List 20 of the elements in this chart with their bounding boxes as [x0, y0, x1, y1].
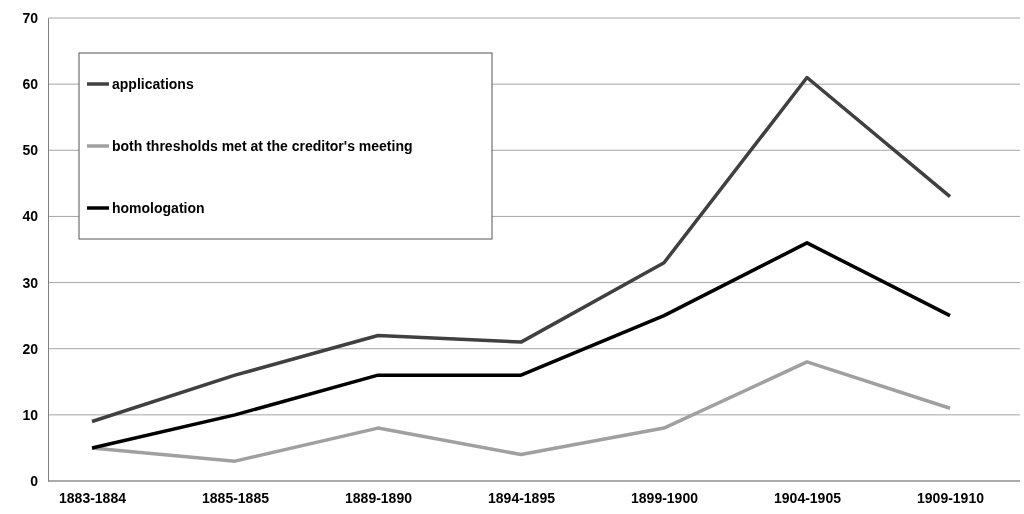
x-tick-label: 1894-1895 — [488, 489, 556, 506]
line-series — [90, 241, 952, 450]
line-series — [90, 75, 952, 424]
y-tick-label: 60 — [22, 76, 39, 93]
legend-label: applications — [112, 76, 194, 92]
x-tick-label: 1885-1885 — [202, 489, 270, 506]
x-tick-label: 1904-1905 — [774, 489, 842, 506]
x-tick-label: 1909-1910 — [917, 489, 985, 506]
legend-label: homologation — [112, 200, 205, 216]
y-tick-label: 10 — [22, 406, 39, 423]
y-tick-label: 20 — [22, 340, 39, 357]
y-tick-label: 30 — [22, 274, 39, 291]
y-tick-label: 0 — [30, 472, 39, 489]
x-tick-label: 1889-1890 — [345, 489, 413, 506]
legend-label: both thresholds met at the creditor's meeting — [112, 138, 413, 154]
x-tick-label: 1883-1884 — [59, 489, 127, 506]
x-tick-label: 1899-1900 — [631, 489, 699, 506]
y-tick-label: 50 — [22, 142, 39, 159]
y-tick-label: 40 — [22, 208, 39, 225]
y-tick-label: 70 — [22, 9, 39, 26]
